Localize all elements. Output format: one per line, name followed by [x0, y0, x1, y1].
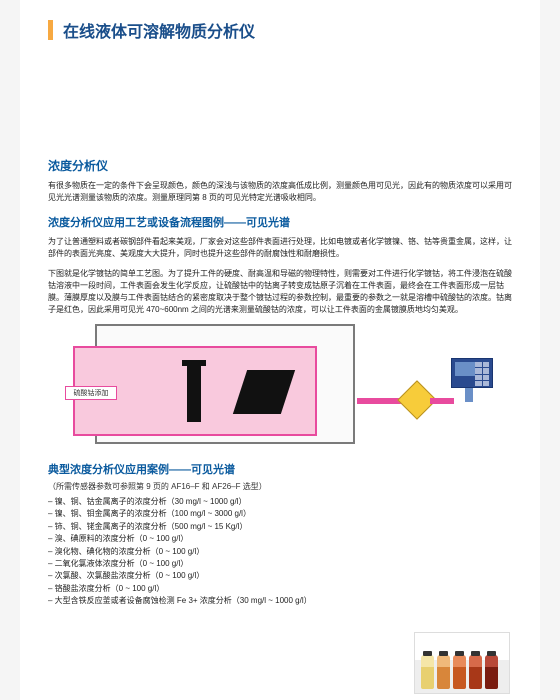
- page-container: 在线液体可溶解物质分析仪 浓度分析仪 有很多物质在一定的条件下会呈现颜色，颜色的…: [20, 0, 540, 700]
- list-item: 镍、铜、钴金属离子的浓度分析（30 mg/l ~ 1000 g/l）: [48, 496, 512, 508]
- additive-label: 硫酸钴添加: [65, 386, 117, 400]
- meter-buttons-icon: [475, 362, 489, 386]
- accent-bar: [48, 20, 53, 40]
- list-item: 铈、铜、铑金属离子的浓度分析（500 mg/l ~ 15 Kg/l）: [48, 521, 512, 533]
- list-item: 次氯酸、次氯酸盐浓度分析（0 ~ 100 g/l）: [48, 570, 512, 582]
- section2-title: 浓度分析仪应用工艺或设备流程图例——可见光谱: [48, 214, 512, 230]
- vial-icon: [437, 655, 450, 689]
- vial-icon: [469, 655, 482, 689]
- section2-para1: 为了让普通塑料或者碳钢部件看起来美观，厂家会对这些部件表面进行处理，比如电镀或者…: [48, 236, 512, 260]
- vial-icon: [453, 655, 466, 689]
- list-item: 铬酸盐浓度分析（0 ~ 100 g/l）: [48, 583, 512, 595]
- list-item: 大型含铁反应釜或者设备腐蚀检测 Fe 3+ 浓度分析（30 mg/l ~ 100…: [48, 595, 512, 607]
- vial-icon: [421, 655, 434, 689]
- list-item: 溴、碘原料的浓度分析（0 ~ 100 g/l）: [48, 533, 512, 545]
- process-diagram: 硫酸钴添加: [65, 324, 495, 449]
- application-list: 镍、铜、钴金属离子的浓度分析（30 mg/l ~ 1000 g/l） 镍、铜、钼…: [48, 496, 512, 608]
- main-title: 在线液体可溶解物质分析仪: [63, 18, 255, 42]
- list-item: 镍、铜、钼金属离子的浓度分析（100 mg/l ~ 3000 g/l）: [48, 508, 512, 520]
- meter-screen-icon: [455, 362, 475, 376]
- section2-para2: 下图就是化学镀钴的简单工艺图。为了提升工件的硬度、耐高温和导磁的物理特性，则需要…: [48, 268, 512, 316]
- list-item: 二氧化氯液体浓度分析（0 ~ 100 g/l）: [48, 558, 512, 570]
- section1-para: 有很多物质在一定的条件下会呈现颜色，颜色的深浅与该物质的浓度高低成比例，测量颜色…: [48, 180, 512, 204]
- list-item: 溴化物、碘化物的浓度分析（0 ~ 100 g/l）: [48, 546, 512, 558]
- vial-icon: [485, 655, 498, 689]
- meter-stand: [465, 388, 473, 402]
- workpiece-1: [187, 360, 201, 422]
- sample-vials-photo: [414, 632, 510, 694]
- section3-title: 典型浓度分析仪应用案例——可见光谱: [48, 461, 512, 477]
- section1-title: 浓度分析仪: [48, 157, 512, 174]
- pipe-2: [430, 398, 454, 404]
- section3-note: （所需传感器参数可参照第 9 页的 AF16–F 和 AF26–F 选型）: [48, 481, 512, 492]
- analyzer-meter: [451, 358, 493, 388]
- title-bar: 在线液体可溶解物质分析仪: [48, 18, 512, 42]
